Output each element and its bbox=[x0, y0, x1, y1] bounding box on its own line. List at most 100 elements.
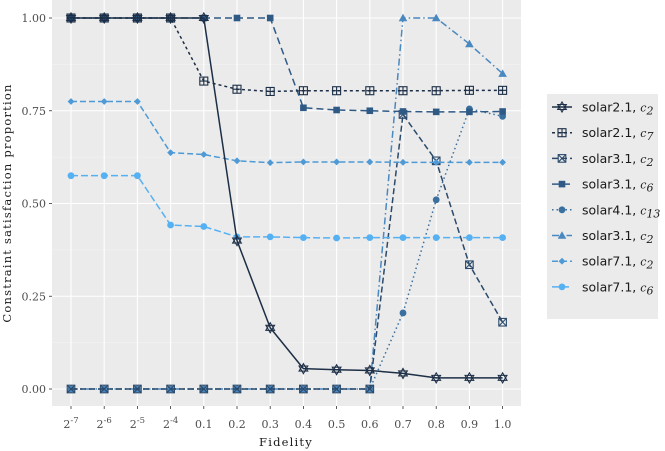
y-tick-label: 0.00 bbox=[22, 383, 47, 396]
x-tick-label: 0.5 bbox=[328, 418, 346, 431]
series-6 bbox=[67, 98, 506, 167]
x-tick-label: 2-4 bbox=[163, 416, 178, 431]
data-point bbox=[300, 158, 307, 166]
x-tick-label: 0.8 bbox=[427, 418, 445, 431]
y-tick-label: 0.75 bbox=[22, 105, 47, 118]
data-point bbox=[199, 384, 209, 394]
legend-key-marker bbox=[558, 257, 566, 265]
data-point bbox=[233, 14, 241, 22]
y-tick-label: 1.00 bbox=[22, 12, 47, 25]
legend: solar2.1, c2 solar2.1, c7 solar3.1, c2 sola… bbox=[547, 94, 660, 319]
data-point bbox=[399, 108, 407, 115]
data-point bbox=[332, 86, 342, 96]
data-point bbox=[432, 158, 440, 166]
data-point bbox=[398, 13, 408, 22]
legend-label: solar2.1, c7 bbox=[582, 125, 653, 143]
data-point bbox=[430, 371, 442, 384]
x-axis-title: Fidelity bbox=[259, 435, 313, 449]
data-point bbox=[333, 158, 340, 166]
legend-key-marker bbox=[558, 206, 566, 214]
series-7 bbox=[67, 172, 506, 242]
legend-label: solar3.1, c6 bbox=[582, 177, 653, 195]
data-point bbox=[466, 108, 473, 116]
data-point bbox=[231, 234, 243, 247]
data-point bbox=[466, 234, 473, 242]
legend-item: solar2.1, c7 bbox=[552, 125, 653, 143]
data-point bbox=[232, 384, 242, 394]
data-point bbox=[232, 84, 242, 94]
data-point bbox=[431, 86, 441, 96]
data-point bbox=[299, 384, 308, 394]
x-tick-label: 0.4 bbox=[295, 418, 313, 431]
data-point bbox=[99, 384, 109, 394]
data-point bbox=[300, 104, 307, 112]
data-point bbox=[198, 11, 210, 25]
data-point bbox=[333, 234, 340, 242]
legend-item: solar3.1, c2 bbox=[552, 151, 653, 169]
legend-key-marker bbox=[557, 154, 567, 163]
legend-item: solar3.1, c2 bbox=[552, 228, 653, 246]
data-point bbox=[233, 157, 241, 165]
data-point bbox=[165, 11, 176, 25]
x-tick-label: 2-7 bbox=[63, 416, 78, 431]
data-point bbox=[399, 309, 407, 317]
legend-key-marker bbox=[558, 283, 566, 291]
data-point bbox=[134, 98, 141, 105]
legend-label: solar7.1, c2 bbox=[582, 254, 653, 272]
x-tick-label: 2-6 bbox=[97, 416, 112, 431]
data-point bbox=[366, 234, 374, 242]
data-point bbox=[332, 384, 341, 394]
x-tick-label: 0.2 bbox=[228, 418, 246, 431]
series-line bbox=[71, 17, 503, 93]
legend-label: solar7.1, c6 bbox=[582, 279, 653, 297]
legend-item: solar7.1, c2 bbox=[552, 254, 653, 272]
series-5 bbox=[66, 13, 507, 393]
data-point bbox=[266, 14, 274, 22]
data-point bbox=[466, 158, 473, 166]
series-layer bbox=[65, 11, 508, 394]
data-point bbox=[432, 108, 440, 116]
grid-minor bbox=[52, 64, 521, 343]
x-tick-label: 0.9 bbox=[461, 418, 479, 431]
data-point bbox=[498, 85, 508, 95]
data-point bbox=[266, 233, 274, 241]
x-tick-label: 0.7 bbox=[394, 418, 412, 431]
data-point bbox=[265, 86, 275, 97]
data-point bbox=[167, 221, 175, 229]
legend-label: solar2.1, c2 bbox=[582, 100, 653, 118]
data-point bbox=[499, 158, 506, 166]
data-point bbox=[132, 11, 143, 25]
data-point bbox=[398, 86, 408, 96]
series-2 bbox=[66, 110, 507, 394]
legend-item: solar3.1, c6 bbox=[552, 177, 653, 195]
legend-item: solar4.1, c13 bbox=[552, 202, 660, 220]
data-point bbox=[497, 371, 508, 384]
data-point bbox=[166, 384, 175, 394]
series-0 bbox=[65, 11, 508, 384]
data-point bbox=[397, 367, 409, 380]
data-point bbox=[364, 364, 376, 377]
y-tick-label: 0.25 bbox=[22, 290, 47, 303]
legend-key-marker bbox=[558, 180, 566, 188]
data-point bbox=[366, 158, 374, 166]
data-point bbox=[464, 85, 474, 95]
data-point bbox=[300, 234, 307, 242]
data-point bbox=[98, 11, 110, 25]
data-point bbox=[199, 76, 209, 86]
data-point bbox=[134, 172, 141, 180]
data-point bbox=[65, 11, 77, 25]
data-point bbox=[298, 362, 309, 375]
data-point bbox=[264, 321, 276, 334]
data-point bbox=[67, 98, 75, 105]
data-point bbox=[133, 384, 142, 394]
data-point bbox=[298, 86, 308, 96]
x-axis: 2-7 2-6 2-5 2-4 0.1 0.2 0.3 0.4 0.5 0.6 0.7 0.8 0.9 1… bbox=[63, 406, 511, 431]
data-point bbox=[67, 172, 75, 180]
data-point bbox=[432, 234, 440, 242]
data-point bbox=[333, 106, 340, 114]
series-line bbox=[71, 113, 504, 390]
x-tick-label: 0.1 bbox=[195, 418, 213, 431]
legend-item: solar7.1, c6 bbox=[552, 279, 653, 297]
x-tick-label: 0.3 bbox=[261, 418, 279, 431]
